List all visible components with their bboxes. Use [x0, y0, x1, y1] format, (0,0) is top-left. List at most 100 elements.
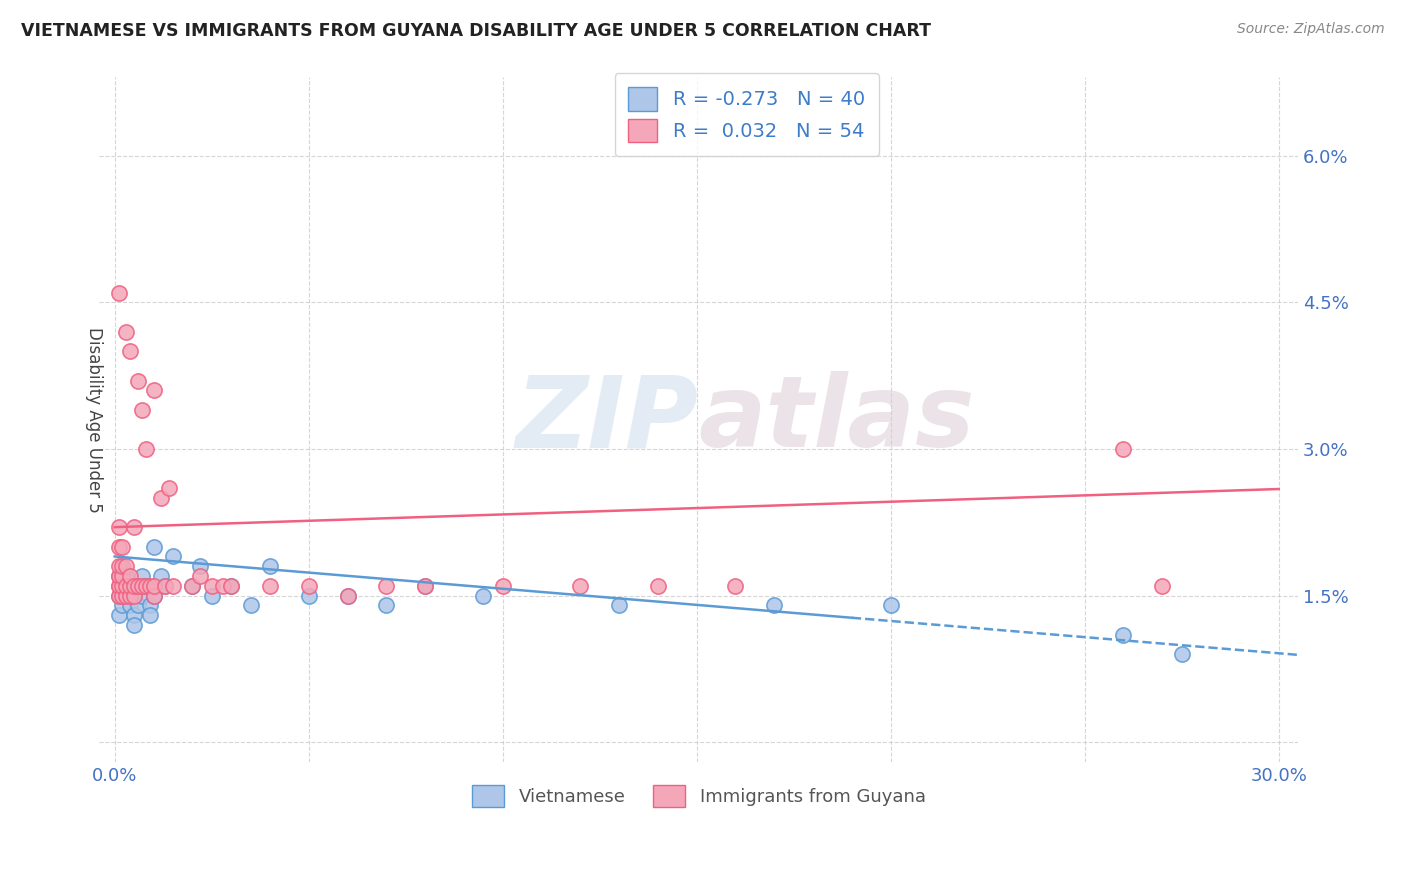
Point [107, 520, 129, 534]
Point [1112, 628, 1135, 642]
Point [153, 579, 176, 593]
Point [107, 589, 129, 603]
Point [336, 589, 359, 603]
Point [111, 559, 134, 574]
Point [107, 608, 129, 623]
Point [259, 579, 281, 593]
Point [127, 579, 149, 593]
Point [150, 569, 173, 583]
Point [107, 559, 129, 574]
Point [107, 569, 129, 583]
Point [107, 569, 129, 583]
Point [131, 569, 153, 583]
Point [157, 481, 180, 495]
Point [569, 579, 592, 593]
Text: atlas: atlas [699, 371, 976, 468]
Point [239, 599, 262, 613]
Point [115, 589, 138, 603]
Point [413, 579, 436, 593]
Point [120, 579, 142, 593]
Point [107, 589, 129, 603]
Point [122, 589, 145, 603]
Point [142, 589, 165, 603]
Point [111, 540, 134, 554]
Point [107, 579, 129, 593]
Text: Source: ZipAtlas.com: Source: ZipAtlas.com [1237, 22, 1385, 37]
Point [142, 589, 165, 603]
Point [107, 285, 129, 300]
Point [122, 618, 145, 632]
Point [115, 589, 138, 603]
Point [181, 579, 204, 593]
Point [107, 540, 129, 554]
Text: ZIP: ZIP [516, 371, 699, 468]
Point [138, 608, 160, 623]
Point [201, 579, 224, 593]
Point [219, 579, 242, 593]
Point [201, 589, 224, 603]
Point [150, 491, 173, 505]
Point [142, 540, 165, 554]
Point [135, 442, 157, 456]
Point [142, 384, 165, 398]
Legend: Vietnamese, Immigrants from Guyana: Vietnamese, Immigrants from Guyana [464, 778, 932, 814]
Point [153, 579, 176, 593]
Point [492, 579, 515, 593]
Point [413, 579, 436, 593]
Point [127, 579, 149, 593]
Point [120, 569, 142, 583]
Point [120, 344, 142, 359]
Point [298, 589, 321, 603]
Point [127, 599, 149, 613]
Point [212, 579, 235, 593]
Point [111, 599, 134, 613]
Point [131, 402, 153, 417]
Y-axis label: Disability Age Under 5: Disability Age Under 5 [86, 326, 103, 513]
Point [724, 579, 747, 593]
Point [763, 599, 786, 613]
Point [131, 589, 153, 603]
Point [647, 579, 669, 593]
Point [188, 559, 211, 574]
Point [472, 589, 495, 603]
Point [607, 599, 630, 613]
Point [181, 579, 204, 593]
Point [375, 579, 398, 593]
Point [122, 608, 145, 623]
Point [111, 579, 134, 593]
Point [135, 579, 157, 593]
Point [298, 579, 321, 593]
Point [111, 589, 134, 603]
Point [111, 579, 134, 593]
Point [120, 589, 142, 603]
Point [115, 579, 138, 593]
Point [259, 559, 281, 574]
Point [122, 589, 145, 603]
Point [135, 579, 157, 593]
Point [188, 569, 211, 583]
Point [122, 579, 145, 593]
Point [142, 579, 165, 593]
Point [131, 579, 153, 593]
Point [879, 599, 901, 613]
Point [1112, 442, 1135, 456]
Point [162, 579, 184, 593]
Point [138, 599, 160, 613]
Point [138, 579, 160, 593]
Point [111, 569, 134, 583]
Point [115, 325, 138, 339]
Point [219, 579, 242, 593]
Point [107, 579, 129, 593]
Point [127, 374, 149, 388]
Point [336, 589, 359, 603]
Point [115, 559, 138, 574]
Point [115, 569, 138, 583]
Point [1170, 647, 1192, 661]
Point [120, 599, 142, 613]
Point [1152, 579, 1174, 593]
Point [375, 599, 398, 613]
Point [162, 549, 184, 564]
Point [122, 520, 145, 534]
Point [120, 579, 142, 593]
Text: VIETNAMESE VS IMMIGRANTS FROM GUYANA DISABILITY AGE UNDER 5 CORRELATION CHART: VIETNAMESE VS IMMIGRANTS FROM GUYANA DIS… [21, 22, 931, 40]
